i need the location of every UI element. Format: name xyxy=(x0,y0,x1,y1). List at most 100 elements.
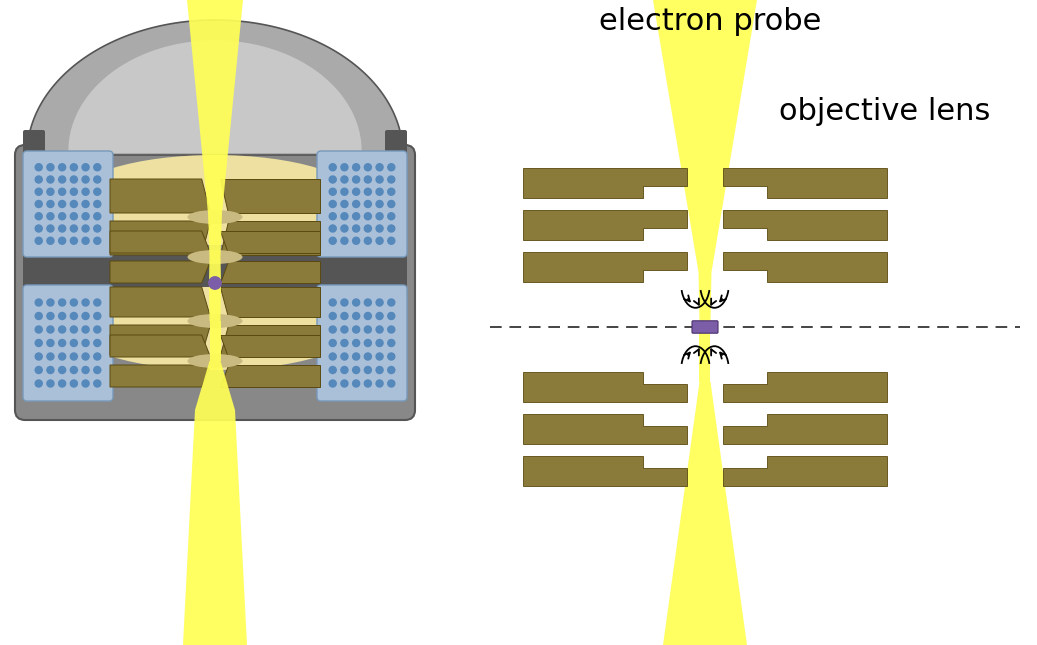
Circle shape xyxy=(329,225,336,232)
Circle shape xyxy=(208,277,221,289)
Circle shape xyxy=(47,176,54,183)
Circle shape xyxy=(93,380,101,387)
Circle shape xyxy=(353,164,360,171)
Circle shape xyxy=(47,164,54,171)
Ellipse shape xyxy=(188,314,243,328)
Polygon shape xyxy=(723,210,887,240)
Circle shape xyxy=(71,201,78,208)
Circle shape xyxy=(329,380,336,387)
Circle shape xyxy=(364,201,371,208)
Circle shape xyxy=(71,380,78,387)
Circle shape xyxy=(82,237,89,244)
Circle shape xyxy=(93,339,101,346)
Polygon shape xyxy=(523,414,686,444)
Circle shape xyxy=(71,366,78,373)
Polygon shape xyxy=(723,456,887,486)
Circle shape xyxy=(364,237,371,244)
Circle shape xyxy=(71,339,78,346)
Polygon shape xyxy=(220,365,320,387)
Circle shape xyxy=(376,366,383,373)
Circle shape xyxy=(388,201,395,208)
Circle shape xyxy=(59,353,65,360)
Circle shape xyxy=(82,164,89,171)
Circle shape xyxy=(353,176,360,183)
Circle shape xyxy=(35,366,43,373)
Circle shape xyxy=(82,176,89,183)
Polygon shape xyxy=(699,272,711,322)
Circle shape xyxy=(388,237,395,244)
Circle shape xyxy=(364,339,371,346)
Circle shape xyxy=(376,326,383,333)
Polygon shape xyxy=(68,40,362,153)
Circle shape xyxy=(388,176,395,183)
FancyBboxPatch shape xyxy=(692,321,718,333)
Circle shape xyxy=(341,201,348,208)
FancyBboxPatch shape xyxy=(317,151,407,257)
Circle shape xyxy=(59,237,65,244)
Circle shape xyxy=(59,299,65,306)
Circle shape xyxy=(35,237,43,244)
Circle shape xyxy=(93,201,101,208)
Circle shape xyxy=(329,299,336,306)
Circle shape xyxy=(93,176,101,183)
Circle shape xyxy=(376,299,383,306)
Text: objective lens: objective lens xyxy=(780,97,990,126)
Circle shape xyxy=(388,380,395,387)
Polygon shape xyxy=(208,213,222,257)
Circle shape xyxy=(93,164,101,171)
Polygon shape xyxy=(523,252,686,282)
Circle shape xyxy=(71,176,78,183)
Circle shape xyxy=(35,380,43,387)
Polygon shape xyxy=(523,456,686,486)
Circle shape xyxy=(376,176,383,183)
Circle shape xyxy=(341,380,348,387)
Circle shape xyxy=(329,312,336,319)
Ellipse shape xyxy=(188,210,243,224)
Circle shape xyxy=(353,299,360,306)
Circle shape xyxy=(329,176,336,183)
FancyBboxPatch shape xyxy=(15,145,415,420)
Circle shape xyxy=(364,176,371,183)
Polygon shape xyxy=(700,322,710,382)
Circle shape xyxy=(35,312,43,319)
Circle shape xyxy=(353,237,360,244)
Circle shape xyxy=(93,225,101,232)
Text: electron probe: electron probe xyxy=(598,7,821,36)
Circle shape xyxy=(93,326,101,333)
FancyBboxPatch shape xyxy=(23,151,113,257)
Circle shape xyxy=(35,299,43,306)
Circle shape xyxy=(364,299,371,306)
Polygon shape xyxy=(209,257,221,283)
Circle shape xyxy=(35,339,43,346)
Circle shape xyxy=(35,188,43,195)
Polygon shape xyxy=(27,20,403,155)
Circle shape xyxy=(353,380,360,387)
Circle shape xyxy=(47,366,54,373)
Circle shape xyxy=(71,312,78,319)
Circle shape xyxy=(364,380,371,387)
Circle shape xyxy=(59,201,65,208)
Circle shape xyxy=(47,312,54,319)
Circle shape xyxy=(329,339,336,346)
Circle shape xyxy=(59,312,65,319)
Circle shape xyxy=(364,353,371,360)
Polygon shape xyxy=(220,261,320,283)
Circle shape xyxy=(364,312,371,319)
Polygon shape xyxy=(187,0,243,213)
Circle shape xyxy=(82,213,89,220)
Circle shape xyxy=(82,312,89,319)
Circle shape xyxy=(93,213,101,220)
Circle shape xyxy=(59,339,65,346)
Circle shape xyxy=(341,225,348,232)
Circle shape xyxy=(82,201,89,208)
FancyBboxPatch shape xyxy=(317,285,407,401)
Circle shape xyxy=(47,188,54,195)
Polygon shape xyxy=(110,287,211,317)
Circle shape xyxy=(93,312,101,319)
Circle shape xyxy=(341,326,348,333)
Circle shape xyxy=(82,339,89,346)
Ellipse shape xyxy=(71,280,360,370)
Circle shape xyxy=(47,213,54,220)
Circle shape xyxy=(93,299,101,306)
Circle shape xyxy=(59,213,65,220)
